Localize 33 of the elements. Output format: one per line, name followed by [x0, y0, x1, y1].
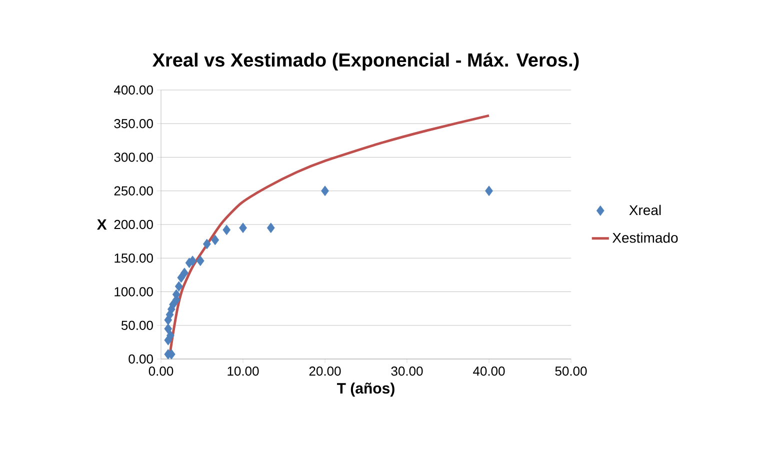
point: [266, 222, 275, 234]
point: [166, 330, 174, 341]
y-axis-title: X: [96, 219, 107, 230]
point: [164, 324, 172, 334]
x-axis-title: T (años): [337, 382, 394, 397]
y-tick-label: 50.00: [121, 320, 153, 330]
y-tick-label: 250.00: [114, 186, 153, 196]
x-tick-label: 30.00: [391, 366, 423, 376]
x-tick-label: 0.00: [148, 366, 174, 376]
y-tick-label: 0.00: [128, 354, 153, 364]
point: [174, 281, 183, 292]
point: [188, 256, 197, 266]
y-tick-label: 150.00: [114, 254, 153, 263]
legend-label: Xestimado: [612, 232, 678, 243]
y-tick-label: 350.00: [114, 119, 153, 128]
legend-label: Xreal: [629, 204, 661, 216]
y-tick-label: 100.00: [114, 287, 153, 296]
point: [196, 256, 204, 266]
point: [485, 186, 493, 196]
point: [202, 238, 211, 250]
y-tick-label: 300.00: [114, 152, 153, 162]
point: [211, 234, 220, 246]
x-tick-label: 10.00: [228, 366, 259, 376]
x-tick-label: 20.00: [309, 366, 341, 376]
y-tick-label: 200.00: [114, 220, 153, 230]
x-tick-label: 50.00: [555, 366, 587, 376]
point: [222, 224, 231, 236]
point: [180, 268, 188, 278]
chart-title: Xreal vs Xestimado (Exponencial - Máx. Veros.): [152, 52, 579, 70]
point: [239, 222, 247, 234]
x-tick-label: 40.00: [473, 366, 505, 376]
y-tick-label: 400.00: [114, 85, 153, 95]
point: [321, 186, 329, 196]
